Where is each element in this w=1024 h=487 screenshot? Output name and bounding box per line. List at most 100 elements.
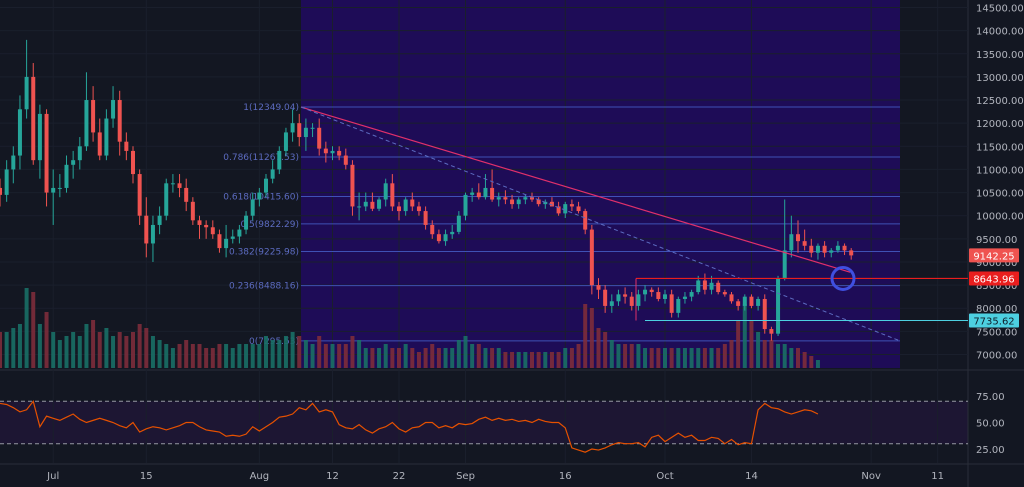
candle[interactable] xyxy=(456,211,461,235)
candle[interactable] xyxy=(643,285,648,302)
candle[interactable] xyxy=(470,187,475,202)
candle[interactable] xyxy=(337,146,342,161)
candle[interactable] xyxy=(290,109,295,142)
candle[interactable] xyxy=(323,141,328,163)
candle[interactable] xyxy=(636,289,641,311)
candle[interactable] xyxy=(17,95,22,170)
candle[interactable] xyxy=(450,224,455,239)
candle[interactable] xyxy=(656,287,661,302)
candle[interactable] xyxy=(397,201,401,221)
candle[interactable] xyxy=(111,86,116,128)
candle[interactable] xyxy=(403,197,408,216)
candle[interactable] xyxy=(310,123,315,138)
candle[interactable] xyxy=(244,211,249,235)
candle[interactable] xyxy=(749,294,754,309)
candle[interactable] xyxy=(842,243,847,256)
candle[interactable] xyxy=(809,238,814,258)
candle[interactable] xyxy=(410,192,415,212)
candle[interactable] xyxy=(270,160,275,184)
candle[interactable] xyxy=(516,197,521,209)
candle[interactable] xyxy=(729,292,734,304)
candle[interactable] xyxy=(137,169,142,225)
candle[interactable] xyxy=(390,174,395,212)
candle[interactable] xyxy=(277,146,282,175)
candle[interactable] xyxy=(443,229,448,246)
candle[interactable] xyxy=(350,160,355,216)
candle[interactable] xyxy=(802,229,807,251)
candle[interactable] xyxy=(51,169,56,225)
candle[interactable] xyxy=(822,241,827,258)
candle[interactable] xyxy=(64,155,69,193)
candle[interactable] xyxy=(649,287,654,297)
candle[interactable] xyxy=(782,199,787,281)
candle[interactable] xyxy=(682,292,687,304)
candle[interactable] xyxy=(250,192,255,221)
candle[interactable] xyxy=(503,190,508,205)
candle[interactable] xyxy=(496,192,501,207)
candle[interactable] xyxy=(144,197,149,258)
candle[interactable] xyxy=(576,201,581,214)
candle[interactable] xyxy=(722,289,727,297)
candle[interactable] xyxy=(117,90,122,156)
candle[interactable] xyxy=(150,215,155,262)
candle[interactable] xyxy=(569,199,574,212)
candle[interactable] xyxy=(11,146,16,184)
candle[interactable] xyxy=(603,285,608,313)
candle[interactable] xyxy=(91,86,96,142)
candle[interactable] xyxy=(210,220,215,239)
candle[interactable] xyxy=(762,294,767,334)
candle[interactable] xyxy=(124,132,129,161)
candle[interactable] xyxy=(24,39,29,119)
candle[interactable] xyxy=(483,174,488,200)
candle[interactable] xyxy=(383,178,388,207)
candle[interactable] xyxy=(609,294,614,313)
candle[interactable] xyxy=(317,118,322,156)
candle[interactable] xyxy=(330,146,335,161)
candle[interactable] xyxy=(343,148,348,170)
candle[interactable] xyxy=(370,192,375,212)
candle[interactable] xyxy=(283,127,288,156)
candle[interactable] xyxy=(623,287,628,304)
candle[interactable] xyxy=(736,298,741,311)
candle[interactable] xyxy=(416,201,421,216)
candle[interactable] xyxy=(224,224,229,258)
candle[interactable] xyxy=(776,275,781,336)
candle[interactable] xyxy=(363,192,368,212)
candle[interactable] xyxy=(789,215,794,258)
candle[interactable] xyxy=(663,289,667,304)
candle[interactable] xyxy=(37,104,42,179)
candle[interactable] xyxy=(436,229,441,244)
candle[interactable] xyxy=(629,292,634,311)
candle[interactable] xyxy=(104,109,109,161)
candle[interactable] xyxy=(131,146,135,184)
candle[interactable] xyxy=(377,197,382,212)
candle[interactable] xyxy=(523,194,528,205)
candle[interactable] xyxy=(0,178,2,207)
candle[interactable] xyxy=(815,243,820,260)
candle[interactable] xyxy=(430,220,435,239)
candle[interactable] xyxy=(264,174,268,198)
candle[interactable] xyxy=(71,150,76,179)
candle[interactable] xyxy=(84,72,89,151)
candle[interactable] xyxy=(57,174,62,198)
candle[interactable] xyxy=(829,248,834,258)
candle[interactable] xyxy=(190,197,195,225)
candle[interactable] xyxy=(31,63,36,165)
candle[interactable] xyxy=(849,248,854,260)
candle[interactable] xyxy=(769,326,774,341)
candle[interactable] xyxy=(97,118,102,161)
candle[interactable] xyxy=(237,224,242,244)
candle[interactable] xyxy=(184,178,189,212)
candle[interactable] xyxy=(669,289,674,318)
candle[interactable] xyxy=(423,206,428,230)
candle[interactable] xyxy=(230,229,235,244)
candle[interactable] xyxy=(716,280,721,295)
candle[interactable] xyxy=(77,137,82,170)
candle[interactable] xyxy=(583,208,588,235)
candle[interactable] xyxy=(303,118,308,151)
candle[interactable] xyxy=(476,183,481,200)
candle[interactable] xyxy=(796,220,800,253)
candle[interactable] xyxy=(357,192,362,221)
candle[interactable] xyxy=(257,187,262,207)
candle[interactable] xyxy=(4,160,9,202)
